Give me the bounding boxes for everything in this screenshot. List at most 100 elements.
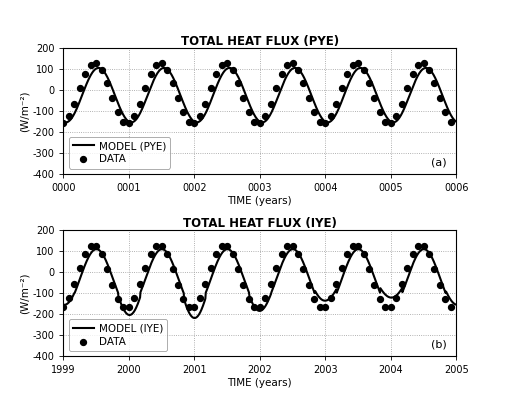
MODEL (IYE) bbox=[368, 265, 374, 270]
DATA bbox=[321, 304, 330, 310]
DATA bbox=[119, 118, 127, 125]
DATA bbox=[414, 61, 422, 68]
DATA bbox=[365, 79, 373, 86]
DATA bbox=[419, 243, 427, 249]
DATA bbox=[409, 70, 417, 77]
DATA bbox=[256, 120, 264, 126]
DATA bbox=[425, 66, 433, 73]
DATA bbox=[267, 100, 275, 107]
DATA bbox=[201, 100, 209, 107]
DATA bbox=[261, 113, 269, 120]
Title: TOTAL HEAT FLUX (IYE): TOTAL HEAT FLUX (IYE) bbox=[183, 217, 337, 230]
DATA bbox=[343, 251, 351, 257]
DATA bbox=[158, 243, 166, 249]
DATA bbox=[414, 243, 422, 249]
DATA bbox=[207, 85, 215, 91]
DATA bbox=[387, 120, 395, 126]
DATA bbox=[441, 109, 449, 116]
DATA bbox=[294, 251, 302, 258]
DATA bbox=[354, 243, 362, 249]
DATA bbox=[223, 243, 231, 249]
DATA bbox=[130, 295, 138, 302]
DATA bbox=[365, 265, 373, 272]
DATA bbox=[103, 265, 111, 272]
DATA bbox=[272, 85, 280, 91]
DATA bbox=[103, 79, 111, 86]
MODEL (IYE) bbox=[234, 259, 240, 264]
DATA bbox=[245, 109, 253, 116]
DATA bbox=[436, 282, 444, 288]
Legend: MODEL (IYE), DATA: MODEL (IYE), DATA bbox=[68, 319, 167, 351]
DATA bbox=[141, 85, 149, 91]
DATA bbox=[196, 113, 204, 120]
DATA bbox=[332, 100, 340, 107]
DATA bbox=[92, 243, 100, 249]
DATA bbox=[147, 70, 155, 77]
DATA bbox=[229, 66, 237, 73]
DATA bbox=[125, 304, 133, 310]
DATA bbox=[190, 120, 198, 126]
MODEL (PYE) bbox=[368, 77, 374, 82]
DATA bbox=[256, 304, 264, 310]
MODEL (PYE) bbox=[101, 69, 107, 74]
DATA bbox=[207, 265, 215, 271]
DATA bbox=[141, 265, 149, 271]
DATA bbox=[212, 251, 220, 257]
DATA bbox=[70, 100, 79, 107]
MODEL (PYE) bbox=[453, 119, 459, 124]
X-axis label: TIME (years): TIME (years) bbox=[228, 378, 292, 388]
DATA bbox=[348, 61, 356, 68]
MODEL (IYE) bbox=[93, 247, 99, 252]
MODEL (IYE) bbox=[331, 291, 337, 296]
DATA bbox=[436, 95, 444, 102]
DATA bbox=[327, 113, 335, 120]
DATA bbox=[381, 304, 389, 310]
DATA bbox=[267, 281, 275, 288]
DATA bbox=[234, 79, 242, 86]
DATA bbox=[179, 109, 188, 116]
DATA bbox=[397, 281, 406, 288]
MODEL (PYE) bbox=[220, 70, 226, 75]
DATA bbox=[397, 100, 406, 107]
DATA bbox=[310, 109, 318, 116]
DATA bbox=[245, 296, 253, 302]
DATA bbox=[343, 70, 351, 77]
DATA bbox=[272, 265, 280, 271]
DATA bbox=[81, 70, 89, 77]
DATA bbox=[92, 60, 100, 66]
DATA bbox=[234, 265, 242, 272]
DATA bbox=[108, 282, 117, 288]
X-axis label: TIME (years): TIME (years) bbox=[228, 196, 292, 206]
DATA bbox=[300, 265, 308, 272]
DATA bbox=[218, 61, 226, 68]
DATA bbox=[65, 295, 73, 302]
MODEL (PYE) bbox=[234, 73, 240, 78]
DATA bbox=[403, 265, 411, 271]
DATA bbox=[158, 60, 166, 66]
DATA bbox=[354, 60, 362, 66]
DATA bbox=[97, 66, 105, 73]
DATA bbox=[250, 118, 259, 125]
DATA bbox=[294, 66, 302, 73]
MODEL (IYE) bbox=[453, 302, 459, 307]
Title: TOTAL HEAT FLUX (PYE): TOTAL HEAT FLUX (PYE) bbox=[181, 35, 339, 48]
DATA bbox=[392, 113, 401, 120]
DATA bbox=[419, 60, 427, 66]
DATA bbox=[163, 251, 171, 258]
Legend: MODEL (PYE), DATA: MODEL (PYE), DATA bbox=[68, 137, 170, 168]
DATA bbox=[387, 304, 395, 310]
DATA bbox=[163, 66, 171, 73]
DATA bbox=[119, 304, 127, 310]
DATA bbox=[338, 265, 346, 271]
DATA bbox=[174, 282, 182, 288]
DATA bbox=[359, 251, 368, 258]
DATA bbox=[283, 243, 291, 249]
DATA bbox=[261, 295, 269, 302]
DATA bbox=[321, 120, 330, 126]
MODEL (IYE) bbox=[60, 302, 66, 307]
DATA bbox=[239, 282, 247, 288]
DATA bbox=[114, 109, 122, 116]
DATA bbox=[403, 85, 411, 91]
DATA bbox=[371, 282, 379, 288]
DATA bbox=[278, 251, 286, 257]
